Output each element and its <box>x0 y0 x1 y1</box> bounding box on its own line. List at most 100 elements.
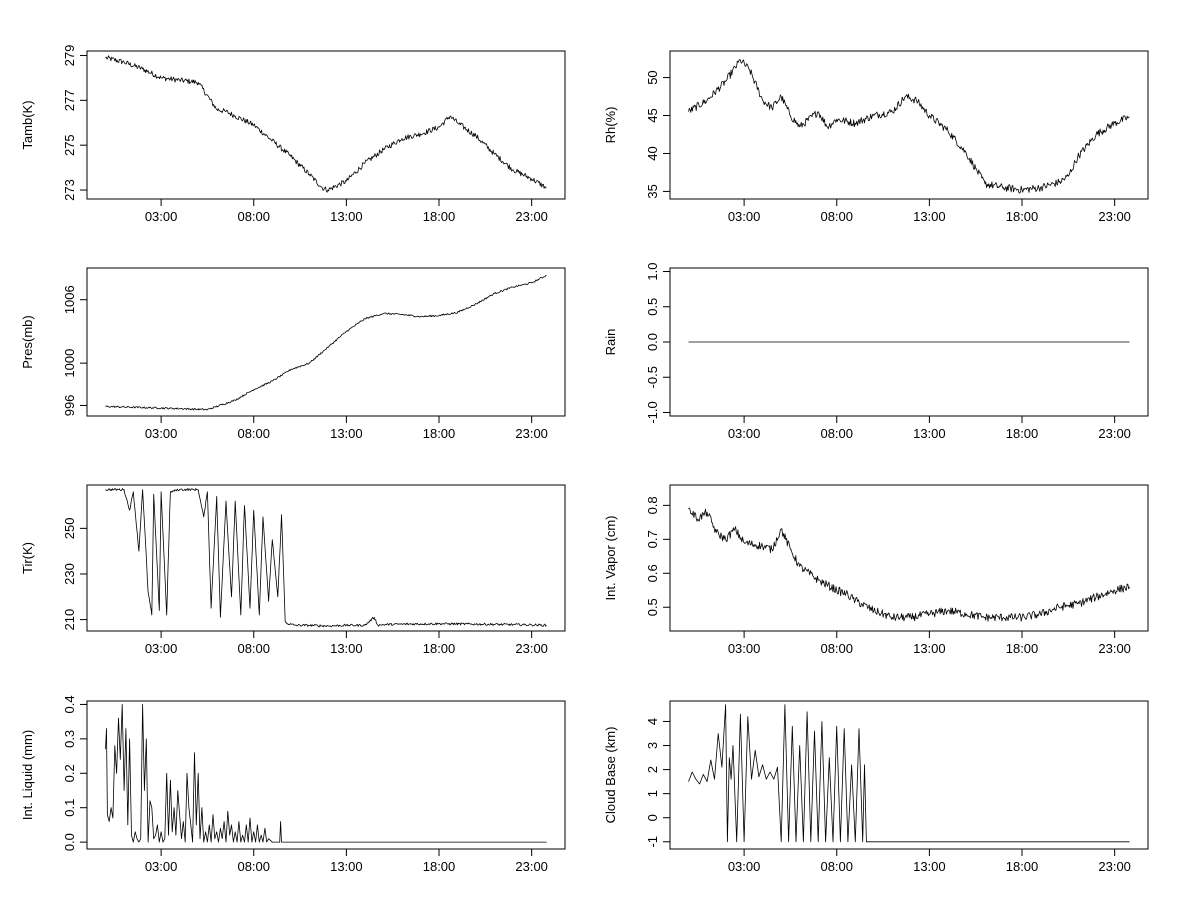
panel-1: 03:00 08:00 13:00 18:00 23:00 273 275 277 279 Tam… <box>20 45 566 224</box>
x-tick-label: 23:00 <box>515 426 548 441</box>
plot-frame <box>86 484 566 632</box>
y-tick-label: 1000 <box>62 349 77 378</box>
y-tick-label: 279 <box>62 45 77 67</box>
x-tick-label: 13:00 <box>330 426 363 441</box>
x-tick-label: 13:00 <box>330 859 363 874</box>
x-tick-label: 03:00 <box>728 859 761 874</box>
y-tick-label: 3 <box>645 742 660 749</box>
y-tick-label: 277 <box>62 89 77 111</box>
x-tick-label: 08:00 <box>237 209 270 224</box>
y-tick-label: 273 <box>62 179 77 201</box>
x-tick-label: 03:00 <box>728 426 761 441</box>
y-tick-label: 4 <box>645 718 660 725</box>
panel-8: 03:00 08:00 13:00 18:00 23:00 -1 0 1 2 3 4 Cloud Ba… <box>603 700 1149 874</box>
x-tick-label: 03:00 <box>145 641 178 656</box>
x-tick-label: 03:00 <box>728 209 761 224</box>
x-tick-label: 08:00 <box>820 209 853 224</box>
series-line <box>688 507 1130 622</box>
y-tick-label: 35 <box>645 184 660 198</box>
y-tick-label: 40 <box>645 146 660 160</box>
y-tick-label: 0.0 <box>62 833 77 851</box>
x-tick-label: 08:00 <box>820 641 853 656</box>
y-tick-label: 275 <box>62 134 77 156</box>
x-tick-label: 13:00 <box>913 859 946 874</box>
y-tick-label: 0.5 <box>645 298 660 316</box>
y-axis-label: Int. Liquid (mm) <box>20 730 35 820</box>
x-tick-label: 03:00 <box>728 641 761 656</box>
y-axis-label: Cloud Base (km) <box>603 727 618 824</box>
plot-frame <box>669 700 1149 850</box>
x-tick-label: 08:00 <box>237 641 270 656</box>
x-tick-label: 18:00 <box>1006 426 1039 441</box>
y-tick-label: 0.0 <box>645 333 660 351</box>
panel-4: 03:00 08:00 13:00 18:00 23:00 -1.0 -0.5 0.0 0.5 1… <box>603 262 1149 441</box>
plot-frame <box>86 700 566 850</box>
panel-2: 03:00 08:00 13:00 18:00 23:00 35 40 45 50 Rh(%) <box>603 50 1149 224</box>
x-tick-label: 03:00 <box>145 859 178 874</box>
y-tick-label: 996 <box>62 395 77 417</box>
x-tick-label: 23:00 <box>1098 426 1131 441</box>
y-axis-label: Rh(%) <box>603 107 618 144</box>
y-tick-label: 0.4 <box>62 695 77 713</box>
x-tick-label: 03:00 <box>145 426 178 441</box>
x-tick-label: 08:00 <box>820 426 853 441</box>
y-axis-label: Int. Vapor (cm) <box>603 515 618 600</box>
x-tick-label: 13:00 <box>913 209 946 224</box>
series-line <box>105 274 547 411</box>
y-tick-label: 45 <box>645 108 660 122</box>
x-tick-label: 13:00 <box>330 209 363 224</box>
plot-frame <box>86 50 566 200</box>
plot-frame <box>669 484 1149 632</box>
panel-5: 03:00 08:00 13:00 18:00 23:00 210 230 250 Tir(K) <box>20 484 566 656</box>
y-tick-label: 0.5 <box>645 598 660 616</box>
x-tick-label: 23:00 <box>1098 209 1131 224</box>
x-tick-label: 18:00 <box>423 209 456 224</box>
y-tick-label: 0.3 <box>62 730 77 748</box>
y-tick-label: 0.2 <box>62 764 77 782</box>
series-line <box>105 704 547 843</box>
panel-7: 03:00 08:00 13:00 18:00 23:00 0.0 0.1 0.2 0.3 0.4… <box>20 695 566 874</box>
x-tick-label: 13:00 <box>330 641 363 656</box>
series-line <box>105 488 547 628</box>
series-line <box>688 704 1130 843</box>
y-tick-label: 50 <box>645 70 660 84</box>
x-tick-label: 18:00 <box>1006 859 1039 874</box>
x-tick-label: 23:00 <box>515 859 548 874</box>
x-tick-label: 08:00 <box>820 859 853 874</box>
y-axis-label: Tamb(K) <box>20 100 35 149</box>
x-tick-label: 23:00 <box>1098 859 1131 874</box>
x-tick-label: 18:00 <box>423 426 456 441</box>
y-tick-label: -1.0 <box>645 401 660 423</box>
plot-frame <box>669 50 1149 200</box>
plot-frame <box>86 267 566 417</box>
x-tick-label: 18:00 <box>423 859 456 874</box>
y-axis-label: Pres(mb) <box>20 315 35 368</box>
y-tick-label: 1006 <box>62 285 77 314</box>
y-tick-label: 250 <box>62 517 77 539</box>
series-line <box>105 55 547 193</box>
y-tick-label: 210 <box>62 609 77 631</box>
panel-3: 03:00 08:00 13:00 18:00 23:00 996 1000 1006 Pres… <box>20 267 566 441</box>
panel-6: 03:00 08:00 13:00 18:00 23:00 0.5 0.6 0.7 0.8 Int… <box>603 484 1149 656</box>
y-tick-label: 0.6 <box>645 564 660 582</box>
y-tick-label: 230 <box>62 563 77 585</box>
x-tick-label: 23:00 <box>1098 641 1131 656</box>
x-tick-label: 08:00 <box>237 859 270 874</box>
x-tick-label: 08:00 <box>237 426 270 441</box>
y-tick-label: -0.5 <box>645 366 660 388</box>
x-tick-label: 23:00 <box>515 641 548 656</box>
y-tick-label: 0 <box>645 814 660 821</box>
x-tick-label: 13:00 <box>913 426 946 441</box>
x-tick-label: 23:00 <box>515 209 548 224</box>
x-tick-label: 18:00 <box>423 641 456 656</box>
x-tick-label: 18:00 <box>1006 209 1039 224</box>
x-tick-label: 13:00 <box>913 641 946 656</box>
y-tick-label: 0.7 <box>645 530 660 548</box>
y-tick-label: 2 <box>645 766 660 773</box>
y-axis-label: Tir(K) <box>20 542 35 574</box>
series-line <box>688 59 1130 194</box>
y-tick-label: -1 <box>645 836 660 848</box>
y-tick-label: 0.1 <box>62 799 77 817</box>
x-tick-label: 03:00 <box>145 209 178 224</box>
